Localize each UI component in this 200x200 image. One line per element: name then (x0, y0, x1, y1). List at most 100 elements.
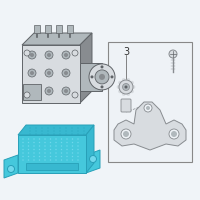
Circle shape (122, 78, 125, 82)
Circle shape (50, 145, 51, 147)
Circle shape (66, 142, 68, 143)
Circle shape (33, 149, 35, 150)
Circle shape (61, 152, 62, 154)
Circle shape (30, 71, 34, 75)
Circle shape (77, 159, 79, 161)
Circle shape (28, 69, 36, 77)
Circle shape (144, 104, 152, 112)
Circle shape (33, 138, 35, 140)
Circle shape (22, 159, 24, 161)
Circle shape (101, 65, 104, 68)
Circle shape (77, 138, 79, 140)
Circle shape (55, 159, 57, 161)
Circle shape (22, 145, 24, 147)
Circle shape (33, 145, 35, 147)
FancyBboxPatch shape (18, 135, 86, 173)
Circle shape (28, 145, 29, 147)
Circle shape (72, 145, 73, 147)
Circle shape (66, 145, 68, 147)
Circle shape (50, 142, 51, 143)
Circle shape (33, 156, 35, 157)
Circle shape (130, 81, 134, 84)
Circle shape (47, 53, 51, 57)
Circle shape (44, 138, 46, 140)
Circle shape (121, 129, 131, 139)
Polygon shape (4, 155, 18, 178)
Circle shape (118, 81, 122, 84)
Circle shape (77, 156, 79, 157)
Circle shape (39, 159, 40, 161)
Circle shape (89, 64, 115, 90)
Circle shape (72, 149, 73, 150)
Circle shape (99, 74, 105, 80)
Circle shape (119, 80, 133, 94)
Circle shape (132, 85, 135, 89)
Circle shape (44, 145, 46, 147)
Circle shape (30, 89, 34, 93)
Polygon shape (22, 33, 92, 45)
Circle shape (55, 145, 57, 147)
FancyBboxPatch shape (23, 84, 41, 100)
Circle shape (22, 149, 24, 150)
Circle shape (64, 89, 68, 93)
Polygon shape (86, 125, 94, 173)
Circle shape (117, 85, 120, 89)
Circle shape (24, 50, 30, 56)
Circle shape (28, 152, 29, 154)
Circle shape (72, 159, 73, 161)
Circle shape (55, 142, 57, 143)
Circle shape (72, 152, 73, 154)
Circle shape (122, 92, 125, 96)
Circle shape (61, 156, 62, 157)
Circle shape (61, 138, 62, 140)
Circle shape (45, 87, 53, 95)
FancyBboxPatch shape (26, 163, 78, 170)
Circle shape (64, 53, 68, 57)
Bar (34, 25, 40, 33)
Circle shape (61, 142, 62, 143)
Circle shape (39, 149, 40, 150)
Circle shape (44, 152, 46, 154)
Circle shape (124, 86, 128, 88)
Circle shape (61, 145, 62, 147)
Circle shape (118, 90, 122, 93)
Circle shape (123, 131, 129, 137)
Circle shape (122, 84, 130, 90)
Circle shape (45, 69, 53, 77)
Bar (67, 25, 73, 33)
Polygon shape (18, 125, 94, 135)
Bar (56, 25, 62, 33)
Circle shape (28, 156, 29, 157)
Circle shape (50, 159, 51, 161)
Circle shape (28, 142, 29, 143)
Circle shape (22, 142, 24, 143)
Circle shape (55, 156, 57, 157)
Circle shape (127, 78, 130, 82)
Circle shape (101, 85, 104, 88)
Circle shape (30, 53, 34, 57)
Circle shape (169, 50, 177, 58)
Circle shape (90, 156, 96, 162)
Circle shape (72, 138, 73, 140)
Circle shape (66, 138, 68, 140)
Circle shape (44, 159, 46, 161)
Circle shape (72, 92, 78, 98)
Circle shape (50, 149, 51, 150)
Circle shape (66, 156, 68, 157)
Circle shape (28, 87, 36, 95)
Circle shape (95, 70, 109, 84)
Circle shape (55, 149, 57, 150)
Circle shape (127, 92, 130, 96)
Circle shape (77, 142, 79, 143)
Circle shape (22, 152, 24, 154)
Circle shape (22, 156, 24, 157)
Circle shape (61, 159, 62, 161)
Circle shape (64, 71, 68, 75)
Circle shape (72, 142, 73, 143)
Circle shape (55, 138, 57, 140)
Polygon shape (80, 33, 92, 103)
Circle shape (28, 159, 29, 161)
Circle shape (50, 138, 51, 140)
Circle shape (77, 152, 79, 154)
Circle shape (39, 145, 40, 147)
